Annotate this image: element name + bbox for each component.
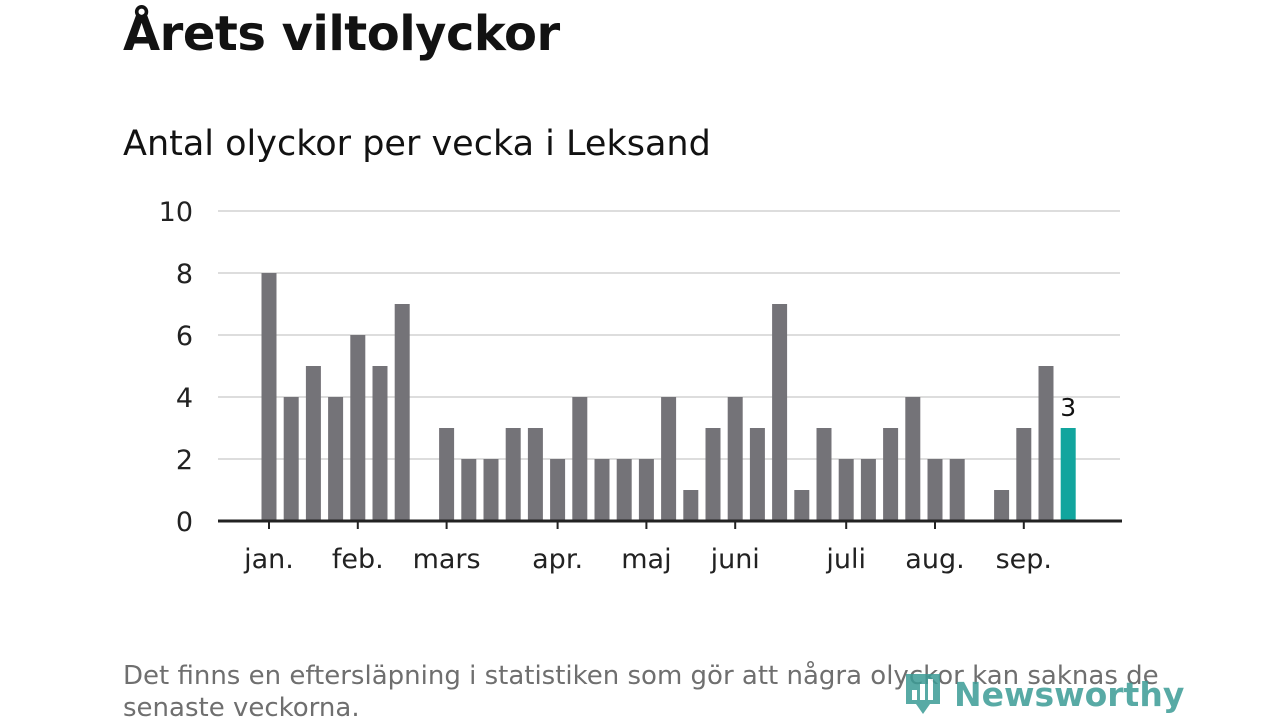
- x-tick-label: juni: [710, 544, 760, 575]
- bar: [772, 304, 788, 521]
- bar: [483, 459, 499, 521]
- x-tick-label: sep.: [996, 544, 1052, 575]
- bar: [572, 397, 588, 521]
- x-tick-label: apr.: [532, 544, 583, 575]
- x-tick-label: maj: [621, 544, 671, 575]
- x-tick-label: mars: [413, 544, 481, 575]
- bar: [749, 428, 765, 521]
- x-tick-label: feb.: [332, 544, 384, 575]
- x-tick-label: juli: [825, 544, 866, 575]
- newsworthy-logo: Newsworthy: [902, 670, 1184, 718]
- bar: [994, 490, 1010, 521]
- bars: [261, 273, 1076, 521]
- bar: [927, 459, 943, 521]
- y-tick-label: 2: [176, 445, 193, 476]
- bar: [1038, 366, 1054, 521]
- bar: [1016, 428, 1032, 521]
- bar: [461, 459, 477, 521]
- bar: [372, 366, 388, 521]
- bar: [661, 397, 677, 521]
- highlight-value-label: 3: [1060, 393, 1076, 422]
- y-tick-label: 8: [176, 259, 193, 290]
- chart-subtitle: Antal olyckor per vecka i Leksand: [123, 124, 711, 164]
- chart-title: Årets viltolyckor: [123, 6, 560, 62]
- bar: [505, 428, 521, 521]
- y-tick-label: 10: [159, 197, 193, 228]
- bar: [283, 397, 299, 521]
- bar: [794, 490, 810, 521]
- data-labels: 3: [1060, 393, 1076, 422]
- bar: [350, 335, 366, 521]
- bar-highlight: [1060, 428, 1076, 521]
- bar: [683, 490, 699, 521]
- bar: [305, 366, 321, 521]
- y-tick-label: 6: [176, 321, 193, 352]
- bar: [860, 459, 876, 521]
- bar: [527, 428, 543, 521]
- bar-chart: 0 2 4 6 8 10 jan. feb. mars apr. maj juni juli aug. s…: [159, 197, 1122, 575]
- bar: [905, 397, 921, 521]
- bar: [838, 459, 854, 521]
- bar: [550, 459, 566, 521]
- bar: [727, 397, 743, 521]
- y-tick-label: 4: [176, 383, 193, 414]
- x-axis: jan. feb. mars apr. maj juni juli aug. sep.: [218, 519, 1122, 575]
- bar: [594, 459, 610, 521]
- x-tick-label: jan.: [243, 544, 294, 575]
- bar: [439, 428, 455, 521]
- footnote: Det finns en eftersläpning i statistiken…: [123, 661, 1159, 723]
- bar: [394, 304, 410, 521]
- x-tick-label: aug.: [905, 544, 964, 575]
- bar: [638, 459, 654, 521]
- bar: [616, 459, 632, 521]
- bar: [261, 273, 277, 521]
- newsworthy-logo-icon: [906, 674, 940, 714]
- bar: [949, 459, 965, 521]
- bar: [816, 428, 832, 521]
- bar: [705, 428, 721, 521]
- logo-text: Newsworthy: [954, 674, 1185, 714]
- bar: [328, 397, 344, 521]
- y-tick-label: 0: [176, 507, 193, 538]
- bar: [883, 428, 899, 521]
- y-axis-ticks: 0 2 4 6 8 10: [159, 197, 193, 538]
